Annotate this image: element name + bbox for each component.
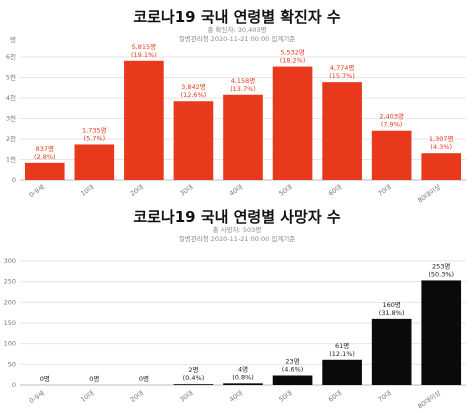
deaths-bar bbox=[371, 318, 412, 385]
deaths-percent-label: (4.6%) bbox=[282, 365, 304, 373]
confirmed-percent-label: (19.1%) bbox=[131, 51, 157, 59]
deaths-percent-label: (31.8%) bbox=[379, 309, 405, 317]
confirmed-ytick-label: 3천 bbox=[6, 114, 16, 123]
deaths-percent-label: (0.4%) bbox=[183, 374, 205, 382]
deaths-chart-source: 질병관리청 2020-11-21 00:00 집계기준 bbox=[179, 234, 296, 243]
deaths-ytick-label: 0 bbox=[12, 381, 16, 389]
deaths-value-label: 61명 bbox=[335, 341, 349, 350]
confirmed-category-label: 60대 bbox=[327, 183, 343, 198]
deaths-value-label: 4명 bbox=[238, 364, 248, 373]
deaths-value-label: 0명 bbox=[139, 374, 149, 383]
deaths-value-label: 160명 bbox=[382, 300, 400, 309]
deaths-category-label: 70대 bbox=[377, 389, 393, 404]
confirmed-category-label: 70대 bbox=[377, 183, 393, 198]
confirmed-percent-label: (13.7%) bbox=[230, 85, 256, 93]
deaths-bar bbox=[322, 359, 362, 385]
confirmed-bar bbox=[24, 162, 65, 180]
deaths-ytick-label: 300 bbox=[4, 257, 16, 265]
confirmed-category-label: 30대 bbox=[178, 183, 194, 198]
deaths-bar bbox=[272, 375, 313, 385]
confirmed-percent-label: (12.6%) bbox=[181, 91, 207, 99]
confirmed-ytick-label: 4천 bbox=[6, 93, 16, 102]
confirmed-bar bbox=[322, 82, 362, 180]
deaths-ytick-label: 200 bbox=[4, 298, 16, 306]
deaths-value-label: 2명 bbox=[188, 365, 198, 374]
deaths-value-label: 23명 bbox=[285, 356, 299, 365]
confirmed-percent-label: (4.3%) bbox=[430, 143, 452, 151]
confirmed-bar bbox=[124, 60, 164, 181]
confirmed-value-label: 1,307명 bbox=[429, 134, 454, 143]
confirmed-chart-total: 총 확진자: 30,403명 bbox=[208, 25, 267, 34]
deaths-category-label: 10대 bbox=[79, 389, 95, 404]
confirmed-category-label: 10대 bbox=[79, 183, 95, 198]
confirmed-value-label: 4,158명 bbox=[231, 76, 256, 85]
confirmed-percent-label: (7.9%) bbox=[381, 121, 403, 129]
deaths-category-label: 30대 bbox=[178, 389, 194, 404]
confirmed-chart-unit: 명 bbox=[10, 35, 16, 44]
deaths-category-label: 20대 bbox=[129, 389, 145, 404]
confirmed-bar bbox=[173, 101, 214, 180]
confirmed-value-label: 837명 bbox=[36, 144, 54, 153]
confirmed-value-label: 2,403명 bbox=[379, 112, 404, 121]
confirmed-category-label: 0-9세 bbox=[27, 182, 46, 199]
confirmed-bar bbox=[223, 94, 263, 180]
deaths-ytick-label: 50 bbox=[8, 360, 16, 368]
confirmed-percent-label: (18.2%) bbox=[280, 57, 306, 65]
confirmed-ytick-label: 1천 bbox=[6, 155, 16, 164]
deaths-ytick-label: 100 bbox=[4, 340, 16, 348]
confirmed-value-label: 3,842명 bbox=[181, 82, 206, 91]
deaths-category-label: 80대이상 bbox=[416, 388, 443, 410]
confirmed-ytick-label: 2천 bbox=[6, 134, 16, 143]
deaths-bar bbox=[223, 383, 263, 385]
confirmed-ytick-label: 0 bbox=[12, 176, 16, 184]
deaths-percent-label: (50.3%) bbox=[428, 270, 454, 278]
deaths-bar bbox=[421, 280, 462, 385]
confirmed-value-label: 4,774명 bbox=[330, 63, 355, 72]
confirmed-bar bbox=[371, 130, 412, 180]
confirmed-category-label: 20대 bbox=[129, 183, 145, 198]
confirmed-category-label: 80대이상 bbox=[416, 182, 443, 204]
confirmed-value-label: 1,735명 bbox=[82, 125, 107, 134]
deaths-bar-chart: 0501001502002503000-9세0명10대0명20대0명30대2명(… bbox=[4, 257, 466, 411]
confirmed-value-label: 5,815명 bbox=[132, 42, 157, 51]
deaths-category-label: 50대 bbox=[277, 389, 293, 404]
deaths-bar bbox=[173, 384, 214, 385]
deaths-percent-label: (0.8%) bbox=[232, 373, 254, 381]
deaths-chart-title: 코로나19 국내 연령별 사망자 수 bbox=[133, 208, 341, 226]
deaths-ytick-label: 250 bbox=[4, 278, 16, 286]
deaths-category-label: 0-9세 bbox=[27, 388, 46, 405]
confirmed-ytick-label: 5천 bbox=[6, 73, 16, 82]
confirmed-bar bbox=[272, 66, 313, 180]
confirmed-chart-source: 질병관리청 2020-11-21 00:00 집계기준 bbox=[179, 34, 296, 43]
confirmed-bar-chart: 0 1천 2천 3천 4천 5천 6천 0-9세 837명(2.8%) 10대 1,735명(5.7… bbox=[6, 42, 466, 205]
confirmed-ytick-label: 6천 bbox=[6, 52, 16, 61]
confirmed-bar bbox=[421, 153, 462, 180]
confirmed-value-label: 5,532명 bbox=[280, 48, 305, 57]
confirmed-bar bbox=[74, 144, 115, 180]
confirmed-chart-title: 코로나19 국내 연령별 확진자 수 bbox=[133, 8, 341, 26]
deaths-ytick-label: 150 bbox=[4, 319, 16, 327]
deaths-value-label: 0명 bbox=[40, 374, 50, 383]
confirmed-percent-label: (2.8%) bbox=[34, 153, 56, 161]
confirmed-percent-label: (5.7%) bbox=[84, 134, 106, 142]
deaths-category-label: 40대 bbox=[228, 389, 244, 404]
deaths-chart-total: 총 사망자: 503명 bbox=[213, 225, 262, 234]
deaths-percent-label: (12.1%) bbox=[329, 350, 355, 358]
confirmed-category-label: 40대 bbox=[228, 183, 244, 198]
confirmed-category-label: 50대 bbox=[277, 183, 293, 198]
deaths-category-label: 60대 bbox=[327, 389, 343, 404]
confirmed-percent-label: (15.7%) bbox=[329, 72, 355, 80]
deaths-value-label: 253명 bbox=[432, 261, 450, 270]
deaths-value-label: 0명 bbox=[89, 374, 99, 383]
